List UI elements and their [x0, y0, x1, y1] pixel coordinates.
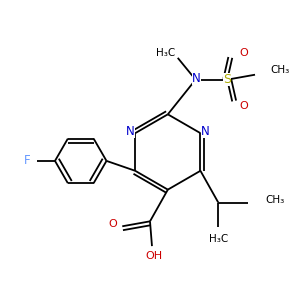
Text: O: O [108, 219, 117, 229]
Text: H₃C: H₃C [208, 234, 228, 244]
Text: O: O [240, 101, 248, 111]
Text: S: S [223, 73, 231, 86]
Text: CH₃: CH₃ [271, 65, 290, 75]
Text: N: N [201, 125, 210, 138]
Text: CH₃: CH₃ [266, 194, 285, 205]
Text: OH: OH [146, 251, 163, 261]
Text: N: N [192, 72, 201, 85]
Text: H₃C: H₃C [156, 48, 176, 58]
Text: O: O [240, 48, 248, 58]
Text: N: N [126, 125, 135, 138]
Text: F: F [24, 154, 31, 167]
